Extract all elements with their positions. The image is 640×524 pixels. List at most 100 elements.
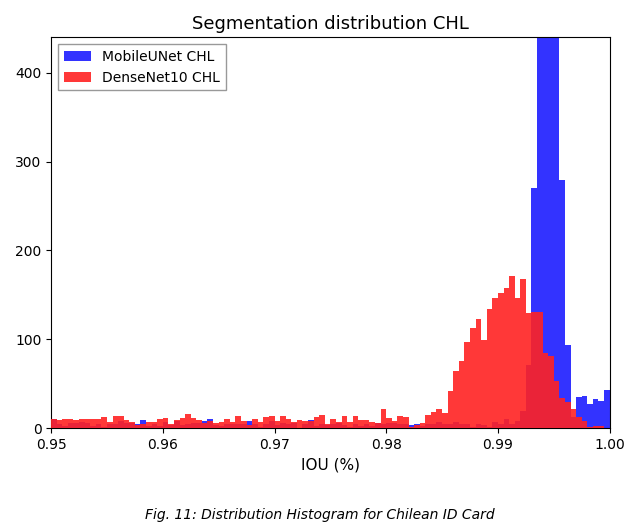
Bar [84,419,90,428]
Bar [57,420,62,428]
Bar [431,423,436,428]
Bar [236,423,241,428]
Bar [79,422,84,428]
Text: Fig. 11: Distribution Histogram for Chilean ID Card: Fig. 11: Distribution Histogram for Chil… [145,508,495,522]
Bar [252,419,258,428]
Bar [252,423,258,428]
Bar [381,424,386,428]
Bar [219,422,224,428]
Bar [236,416,241,428]
Bar [520,411,526,428]
Bar [369,426,375,428]
Bar [241,421,246,428]
Bar [548,0,554,428]
Bar [213,423,219,428]
Bar [135,423,140,428]
Bar [386,423,392,428]
Bar [414,423,420,428]
Bar [342,425,347,428]
Bar [492,422,498,428]
Bar [565,402,570,428]
Bar [96,419,101,428]
Bar [408,427,414,428]
Bar [129,423,135,428]
Bar [275,421,280,428]
Bar [135,425,140,428]
Bar [230,423,236,428]
Bar [543,354,548,428]
Bar [246,421,252,428]
Bar [291,422,297,428]
Bar [358,420,364,428]
Bar [68,423,74,428]
Bar [598,401,604,428]
Bar [347,422,353,428]
Bar [364,423,369,428]
Bar [436,409,442,428]
Bar [68,419,74,428]
Bar [431,412,436,428]
Bar [453,422,459,428]
Bar [140,420,146,428]
Bar [101,418,107,428]
Bar [163,422,168,428]
Bar [280,423,285,428]
Bar [476,319,481,428]
Bar [202,423,207,428]
Bar [213,425,219,428]
Bar [285,423,291,428]
Bar [269,416,275,428]
Bar [375,423,381,428]
Bar [498,293,504,428]
Bar [129,422,135,428]
Bar [180,418,185,428]
Bar [152,423,157,428]
Bar [554,381,559,428]
Bar [224,424,230,428]
Bar [420,426,426,428]
X-axis label: IOU (%): IOU (%) [301,457,360,472]
Bar [509,423,515,428]
Bar [336,423,342,428]
Bar [57,424,62,428]
Bar [62,426,68,428]
Bar [470,427,476,428]
Bar [314,418,319,428]
Bar [191,418,196,428]
Bar [593,399,598,428]
Bar [113,423,118,428]
Bar [74,420,79,428]
Bar [487,309,492,428]
Bar [224,419,230,428]
Bar [588,404,593,428]
Bar [515,298,520,428]
Bar [353,417,358,428]
Bar [303,421,308,428]
Bar [604,390,610,428]
Bar [548,356,554,428]
Bar [420,423,426,428]
Bar [191,423,196,428]
Bar [369,422,375,428]
Bar [554,0,559,428]
Bar [526,365,531,428]
Bar [504,419,509,428]
Bar [498,424,504,428]
Bar [303,423,308,428]
Bar [230,422,236,428]
Bar [570,409,576,428]
Bar [51,419,57,428]
Bar [330,419,336,428]
Bar [447,423,453,428]
Bar [515,421,520,428]
Bar [520,279,526,428]
Bar [588,427,593,428]
Bar [459,361,465,428]
Bar [118,421,124,428]
Bar [118,417,124,428]
Bar [504,288,509,428]
Bar [531,188,537,428]
Bar [275,425,280,428]
Bar [526,313,531,428]
Bar [101,427,107,428]
